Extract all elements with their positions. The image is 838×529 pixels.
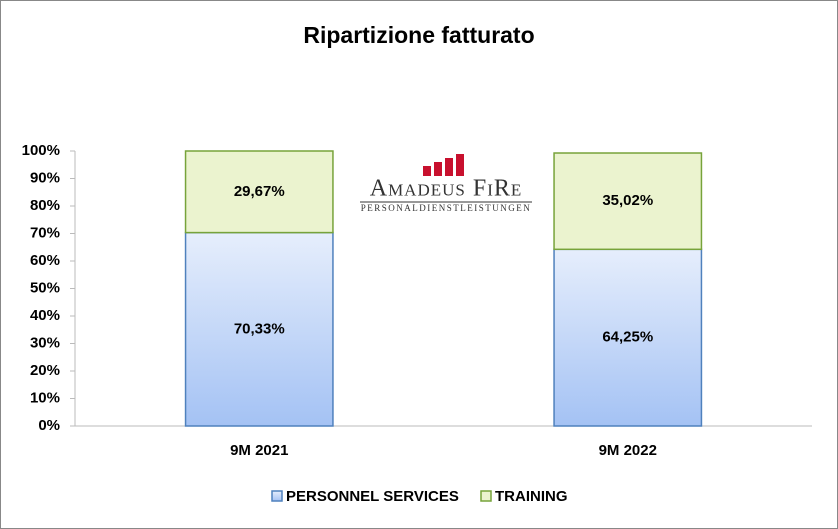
data-label: 29,67% bbox=[234, 183, 285, 200]
bar-segment bbox=[184, 231, 334, 427]
logo-tagline: PERSONALDIENSTLEISTUNGEN bbox=[361, 203, 532, 213]
legend-swatch bbox=[480, 490, 492, 502]
y-tick-label: 80% bbox=[30, 197, 60, 214]
y-tick-label: 100% bbox=[22, 142, 60, 159]
data-label: 35,02% bbox=[602, 192, 653, 209]
data-label: 64,25% bbox=[602, 329, 653, 346]
x-tick-label: 9M 2021 bbox=[230, 442, 288, 459]
bar-segment bbox=[553, 248, 703, 427]
y-tick-label: 50% bbox=[30, 279, 60, 296]
legend-label: TRAINING bbox=[495, 488, 568, 505]
logo: Amadeus FiRe PERSONALDIENSTLEISTUNGEN bbox=[360, 154, 532, 213]
y-tick-label: 20% bbox=[30, 362, 60, 379]
y-tick-label: 70% bbox=[30, 224, 60, 241]
y-tick-label: 60% bbox=[30, 252, 60, 269]
data-label: 70,33% bbox=[234, 320, 285, 337]
legend-label: PERSONNEL SERVICES bbox=[286, 488, 459, 505]
y-tick-label: 30% bbox=[30, 334, 60, 351]
y-tick-label: 90% bbox=[30, 169, 60, 186]
logo-name: Amadeus FiRe bbox=[370, 176, 523, 202]
chart-title: Ripartizione fatturato bbox=[303, 22, 534, 48]
legend-swatch bbox=[271, 490, 283, 502]
bar-segment bbox=[553, 152, 703, 251]
bar-segment bbox=[184, 150, 334, 234]
y-tick-label: 0% bbox=[38, 417, 60, 434]
x-tick-label: 9M 2022 bbox=[599, 442, 657, 459]
y-tick-label: 40% bbox=[30, 307, 60, 324]
y-tick-label: 10% bbox=[30, 389, 60, 406]
